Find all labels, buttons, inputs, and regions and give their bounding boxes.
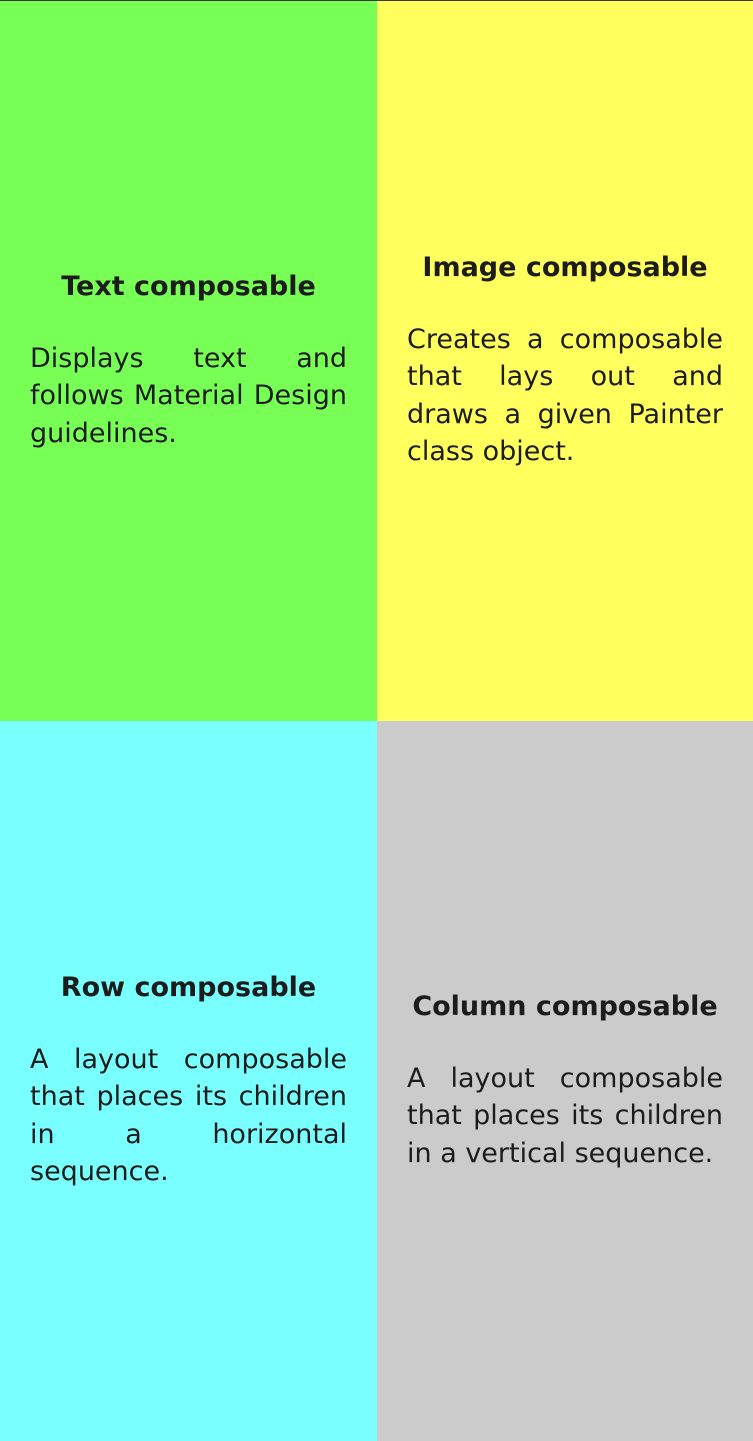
quadrant-image-composable: Image composable Creates a composable th… <box>377 1 753 721</box>
quadrant-description: A layout composable that places its chil… <box>407 1062 723 1169</box>
quadrant-description: Creates a composable that lays out and d… <box>407 323 723 468</box>
quadrant-title: Column composable <box>412 990 718 1022</box>
quadrant-description: A layout composable that places its chil… <box>30 1043 347 1188</box>
quadrant-row-composable: Row composable A layout composable that … <box>0 721 377 1441</box>
quadrant-description: Displays text and follows Material Desig… <box>30 342 347 449</box>
quadrant-column-composable: Column composable A layout composable th… <box>377 721 753 1441</box>
quadrant-text-composable: Text composable Displays text and follow… <box>0 1 377 721</box>
quadrant-title: Text composable <box>61 270 316 302</box>
quadrant-title: Image composable <box>422 252 708 284</box>
quadrant-title: Row composable <box>60 972 317 1004</box>
